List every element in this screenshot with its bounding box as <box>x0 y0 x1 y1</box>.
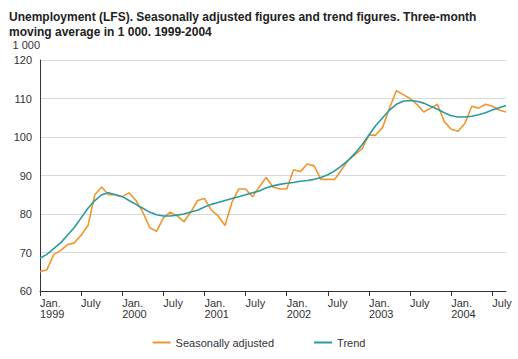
svg-text:100: 100 <box>14 131 32 143</box>
svg-text:Jan.: Jan. <box>40 296 61 309</box>
svg-text:2004: 2004 <box>451 308 475 320</box>
svg-text:July: July <box>246 297 266 309</box>
svg-text:July: July <box>492 297 512 309</box>
svg-text:2000: 2000 <box>122 308 146 320</box>
svg-text:1999: 1999 <box>40 308 64 320</box>
svg-text:90: 90 <box>20 170 32 182</box>
svg-text:70: 70 <box>20 247 32 259</box>
svg-text:Jan.: Jan. <box>122 296 143 309</box>
svg-text:80: 80 <box>20 208 32 220</box>
svg-text:Seasonally adjusted: Seasonally adjusted <box>176 337 274 349</box>
svg-text:2001: 2001 <box>204 308 228 320</box>
svg-text:moving average in 1 000. 1999-: moving average in 1 000. 1999-2004 <box>9 25 212 39</box>
svg-text:Trend: Trend <box>337 337 365 349</box>
svg-text:120: 120 <box>14 54 32 66</box>
svg-text:60: 60 <box>20 285 32 297</box>
svg-text:July: July <box>81 297 101 309</box>
svg-text:Jan.: Jan. <box>204 296 226 309</box>
svg-text:2002: 2002 <box>287 308 311 320</box>
svg-text:110: 110 <box>14 93 32 105</box>
svg-text:1 000: 1 000 <box>12 39 40 51</box>
svg-text:July: July <box>328 297 348 309</box>
svg-text:Unemployment (LFS). Seasonally: Unemployment (LFS). Seasonally adjusted … <box>9 10 480 24</box>
svg-text:Jan.: Jan. <box>368 296 390 309</box>
svg-text:July: July <box>410 297 430 309</box>
svg-text:Jan.: Jan. <box>286 296 308 309</box>
svg-text:2003: 2003 <box>369 308 393 320</box>
svg-text:Jan.: Jan. <box>451 296 472 309</box>
svg-text:July: July <box>163 297 183 309</box>
